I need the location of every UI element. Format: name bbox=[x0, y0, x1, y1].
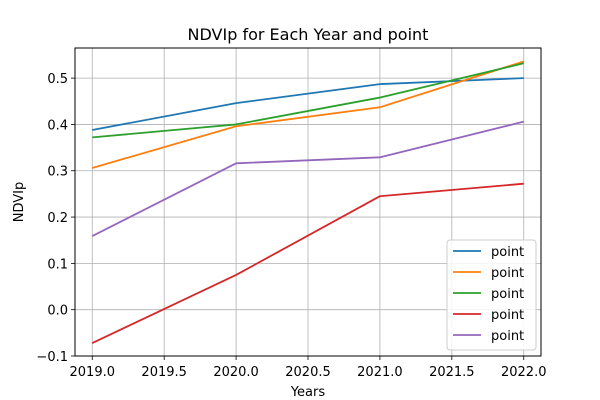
y-axis-label: NDVIp bbox=[12, 182, 27, 223]
x-tick-label: 2020.0 bbox=[213, 365, 259, 380]
y-tick-label: 0.3 bbox=[47, 165, 68, 180]
y-tick-label: −0.1 bbox=[36, 350, 68, 365]
x-tick-label: 2021.5 bbox=[429, 365, 475, 380]
series-line-5 bbox=[91, 120, 524, 237]
x-tick-label: 2019.5 bbox=[141, 365, 187, 380]
x-tick-label: 2022.0 bbox=[501, 365, 547, 380]
chart-title: NDVIp for Each Year and point bbox=[188, 25, 429, 44]
y-tick-label: 0.5 bbox=[47, 72, 68, 87]
legend-label: point bbox=[491, 266, 524, 281]
axis-ticks: 2019.0 2019.5 2020.0 2020.5 2021.0 2021.5 2022… bbox=[36, 72, 546, 380]
legend-label: point bbox=[491, 308, 524, 323]
legend-label: point bbox=[491, 329, 524, 344]
y-tick-label: 0.0 bbox=[47, 304, 68, 319]
series-line-3 bbox=[92, 62, 524, 139]
y-tick-label: 0.4 bbox=[47, 118, 68, 133]
y-tick-label: 0.1 bbox=[47, 257, 68, 272]
legend-label: point bbox=[491, 287, 524, 302]
x-tick-label: 2020.5 bbox=[285, 365, 331, 380]
x-tick-label: 2021.0 bbox=[357, 365, 403, 380]
x-axis-label: Years bbox=[290, 385, 326, 400]
x-tick-label: 2019.0 bbox=[70, 365, 116, 380]
series-line-4 bbox=[91, 182, 524, 344]
y-tick-label: 0.2 bbox=[47, 211, 68, 226]
legend-label: point bbox=[491, 245, 524, 260]
series-line-2 bbox=[92, 60, 525, 169]
series-lines bbox=[91, 60, 525, 344]
legend: point point point point point bbox=[446, 239, 537, 351]
legend-box bbox=[446, 239, 537, 351]
